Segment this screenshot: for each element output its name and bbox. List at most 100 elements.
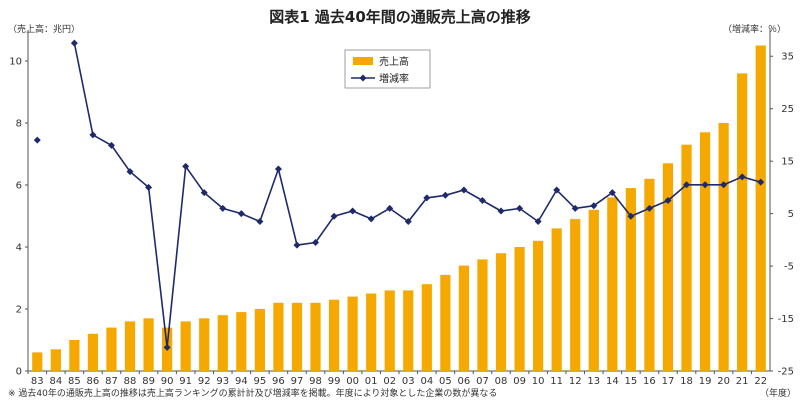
x-tick-label: 18 — [680, 376, 693, 387]
bar-11 — [551, 228, 562, 371]
x-tick-label: 17 — [662, 376, 675, 387]
rate-point-00 — [349, 207, 357, 215]
bar-16 — [644, 178, 655, 371]
bar-98 — [310, 302, 321, 371]
x-axis-unit: （年度） — [760, 387, 796, 399]
bar-07 — [477, 259, 488, 371]
x-tick-label: 83 — [31, 376, 44, 387]
legend-bar-label: 売上高 — [379, 55, 409, 68]
x-tick-label: 00 — [346, 376, 359, 387]
rate-point-06 — [460, 186, 468, 194]
left-tick-label: 8 — [16, 119, 22, 130]
rate-point-94 — [237, 210, 245, 218]
rate-point-96 — [274, 165, 282, 173]
bar-18 — [681, 144, 692, 371]
x-tick-label: 03 — [402, 376, 415, 387]
rate-point-20 — [720, 181, 728, 189]
rate-point-85 — [70, 39, 78, 47]
rate-point-04 — [423, 194, 431, 202]
bar-92 — [199, 318, 210, 371]
bar-17 — [662, 163, 674, 371]
bar-88 — [124, 321, 136, 371]
x-tick-label: 07 — [476, 376, 489, 387]
bar-08 — [495, 253, 507, 371]
rate-point-01 — [367, 215, 375, 223]
rate-point-97 — [293, 241, 301, 249]
x-tick-label: 22 — [754, 376, 767, 387]
bar-21 — [737, 73, 748, 372]
x-tick-label: 19 — [699, 376, 712, 387]
bar-20 — [718, 123, 729, 371]
bar-87 — [106, 327, 117, 371]
right-tick-label: 35 — [781, 52, 794, 63]
bar-06 — [458, 265, 470, 371]
rate-point-90 — [163, 343, 171, 351]
right-tick-label: 5 — [788, 209, 794, 220]
x-tick-label: 87 — [105, 376, 118, 387]
rate-point-10 — [534, 217, 542, 225]
rate-point-03 — [404, 217, 412, 225]
rate-point-22 — [757, 178, 765, 186]
x-tick-label: 84 — [49, 376, 62, 387]
rate-point-13 — [590, 202, 598, 210]
x-tick-label: 14 — [606, 376, 619, 387]
rate-point-86 — [89, 131, 97, 139]
x-tick-label: 89 — [142, 376, 155, 387]
x-tick-label: 08 — [495, 376, 508, 387]
rate-point-87 — [107, 141, 115, 149]
rate-point-83 — [33, 136, 41, 144]
rate-point-14 — [608, 189, 616, 197]
rate-point-16 — [645, 204, 653, 212]
bar-00 — [347, 296, 358, 371]
rate-point-88 — [126, 168, 134, 176]
rate-point-95 — [256, 217, 264, 225]
bar-09 — [514, 247, 525, 371]
x-tick-label: 95 — [254, 376, 267, 387]
bar-85 — [69, 340, 80, 371]
x-tick-label: 91 — [179, 376, 192, 387]
x-tick-label: 20 — [717, 376, 730, 387]
x-tick-label: 90 — [161, 376, 174, 387]
left-tick-label: 0 — [16, 367, 22, 378]
left-tick-label: 10 — [9, 57, 22, 68]
right-tick-label: 25 — [781, 104, 794, 115]
right-tick-label: 15 — [781, 157, 794, 168]
bar-12 — [570, 219, 581, 371]
rate-point-09 — [516, 204, 524, 212]
bar-97 — [291, 302, 303, 371]
chart-title: 図表1 過去40年間の通販売上高の推移 — [269, 8, 531, 26]
bar-84 — [50, 349, 61, 371]
footnote: ※ 過去40年の通販売上高の推移は売上高ランキングの累計計及び増減率を掲載。年度… — [8, 389, 498, 399]
bar-14 — [607, 197, 618, 371]
bar-02 — [384, 290, 395, 371]
rate-point-05 — [441, 191, 449, 199]
right-axis-unit: （増減率：％） — [722, 25, 786, 35]
x-tick-label: 13 — [587, 376, 600, 387]
x-tick-label: 93 — [216, 376, 229, 387]
x-tick-label: 86 — [87, 376, 100, 387]
rate-point-99 — [330, 212, 338, 220]
x-tick-label: 94 — [235, 376, 248, 387]
x-tick-label: 98 — [309, 376, 322, 387]
rate-point-19 — [701, 181, 709, 189]
rate-point-15 — [627, 212, 635, 220]
legend-line-marker — [359, 74, 367, 82]
rate-point-21 — [738, 173, 746, 181]
rate-line — [73, 42, 761, 348]
x-tick-label: 92 — [198, 376, 211, 387]
x-tick-label: 05 — [439, 376, 452, 387]
bar-99 — [328, 299, 340, 371]
rate-point-07 — [478, 197, 486, 204]
bar-15 — [625, 188, 636, 371]
left-tick-label: 2 — [16, 305, 22, 316]
bar-19 — [699, 132, 711, 371]
x-tick-label: 10 — [532, 376, 545, 387]
bar-95 — [254, 309, 265, 371]
bar-89 — [143, 318, 154, 371]
rate-point-93 — [219, 204, 227, 212]
x-tick-label: 04 — [420, 376, 433, 387]
bar-22 — [755, 45, 766, 371]
x-tick-label: 11 — [550, 376, 563, 387]
left-axis-unit: （売上高：兆円） — [8, 25, 81, 35]
right-tick-label: -5 — [784, 262, 794, 273]
